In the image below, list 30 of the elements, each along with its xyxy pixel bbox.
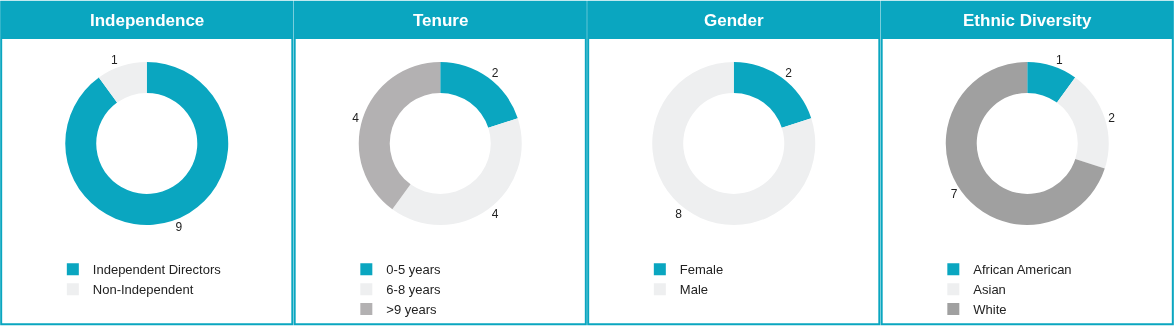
legend-label: Male (679, 282, 709, 298)
donut-slice (440, 61, 518, 128)
legend-label: 6-8 years (386, 282, 442, 298)
chart-title: Independence (90, 11, 205, 30)
data-label: 7 (950, 186, 958, 201)
legend-label: Independent Directors (92, 262, 222, 278)
donut-slice (733, 61, 812, 128)
data-label: 1 (111, 52, 119, 67)
data-label: 1 (1055, 52, 1063, 67)
data-label: 2 (1108, 110, 1116, 125)
data-label: 4 (352, 110, 360, 125)
legend-label: Non-Independent (92, 282, 194, 298)
legend-label: African American (973, 262, 1072, 278)
donut-slice (358, 61, 441, 210)
donut-slice (1056, 77, 1109, 169)
chart-title: Tenure (413, 11, 469, 30)
data-label: 2 (491, 65, 499, 80)
donut-slice (652, 61, 816, 225)
legend-label: Asian (973, 282, 1006, 298)
legend-label: >9 years (386, 302, 438, 318)
chart-title: Ethnic Diversity (963, 11, 1093, 30)
chart-title: Gender (704, 11, 764, 30)
legend-label: White (973, 302, 1007, 318)
donut-slice (392, 118, 522, 225)
legend-label: 0-5 years (386, 262, 442, 278)
data-label: 2 (785, 65, 793, 80)
legend-label: Female (679, 262, 724, 278)
data-label: 8 (675, 206, 683, 221)
data-label: 4 (491, 206, 499, 221)
data-label: 9 (175, 220, 183, 235)
